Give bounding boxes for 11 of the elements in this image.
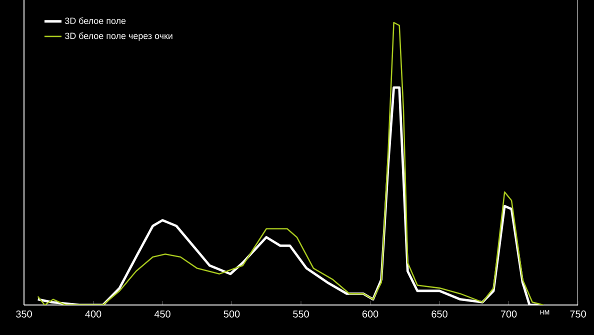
x-tick-label: 650 — [432, 310, 448, 318]
x-tick-label: 450 — [154, 310, 170, 318]
x-tick-label: 500 — [224, 310, 240, 318]
x-tick-label: 750 — [570, 310, 586, 318]
legend-label: 3D белое поле — [65, 17, 126, 24]
legend-label: 3D белое поле через очки — [65, 32, 172, 41]
x-tick-label: 400 — [85, 310, 102, 318]
x-tick-label: 350 — [16, 310, 32, 318]
x-tick-label: 700 — [500, 310, 517, 318]
x-tick-label: 600 — [362, 310, 378, 318]
x-tick-label: 550 — [293, 310, 309, 318]
